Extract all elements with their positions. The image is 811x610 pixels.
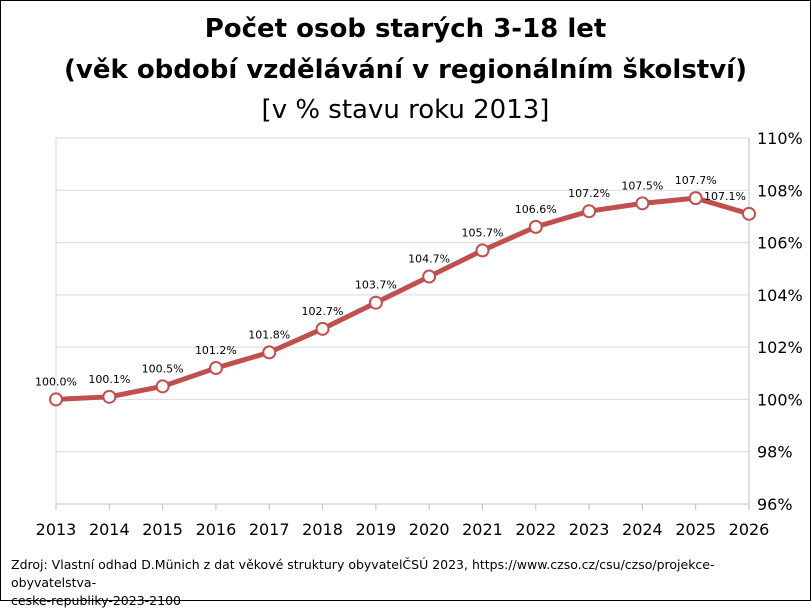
x-tick-label: 2013 [36, 520, 77, 539]
data-label: 105.7% [461, 226, 503, 239]
data-label: 106.6% [515, 203, 557, 216]
y-tick-labels: 96% 98% 100% 102% 104% 106% 108% 110% [757, 129, 803, 514]
data-point [208, 361, 223, 376]
data-point [102, 389, 117, 404]
data-point [475, 243, 490, 258]
data-point [688, 191, 703, 206]
source-line-2: ceske-republiky-2023-2100 [11, 593, 181, 608]
x-tick-label: 2020 [409, 520, 450, 539]
series-layer [49, 191, 756, 407]
data-point [155, 379, 170, 394]
x-tick-label: 2018 [302, 520, 343, 539]
gridlines [55, 137, 750, 505]
y-tick-label: 96% [757, 495, 793, 514]
data-label: 102.7% [302, 305, 344, 318]
data-point [528, 219, 543, 234]
data-label: 100.1% [88, 373, 130, 386]
data-point [635, 196, 650, 211]
y-tick-label: 98% [757, 443, 793, 462]
data-label: 100.5% [142, 362, 184, 375]
data-point [422, 269, 437, 284]
axes [55, 138, 750, 510]
source-note: Zdroj: Vlastní odhad D.Münich z dat věko… [11, 556, 791, 610]
x-tick-labels: 2013 2014 2015 2016 2017 2018 2019 2020 2021 2022… [36, 520, 770, 539]
data-label: 107.5% [621, 179, 663, 192]
x-tick-label: 2024 [622, 520, 663, 539]
data-point [582, 204, 597, 219]
source-line-1: Zdroj: Vlastní odhad D.Münich z dat věko… [11, 557, 715, 590]
y-tick-label: 102% [757, 338, 803, 357]
x-tick-label: 2021 [462, 520, 503, 539]
x-tick-label: 2019 [355, 520, 396, 539]
data-labels: 100.0% 100.1% 100.5% 101.2% 101.8% 102.7% 103.… [35, 174, 746, 388]
x-tick-label: 2023 [569, 520, 610, 539]
x-tick-label: 2016 [196, 520, 237, 539]
data-label: 101.2% [195, 344, 237, 357]
y-tick-label: 106% [757, 234, 803, 253]
data-label: 101.8% [248, 328, 290, 341]
y-tick-label: 104% [757, 286, 803, 305]
chart-subtitle: [v % stavu roku 2013] [261, 95, 550, 125]
data-label: 107.1% [704, 190, 746, 203]
data-label: 107.2% [568, 187, 610, 200]
y-tick-label: 100% [757, 390, 803, 409]
x-tick-label: 2026 [729, 520, 770, 539]
chart-title-line2: (věk období vzdělávání v regionálním ško… [64, 55, 747, 85]
data-point [262, 345, 277, 360]
x-tick-label: 2025 [675, 520, 716, 539]
data-label: 107.7% [675, 174, 717, 187]
line-chart: 96%98%100%102%104%106%108%110% 2013 2014 2… [35, 129, 803, 539]
series-line [53, 195, 752, 402]
data-label: 100.0% [35, 375, 77, 388]
data-label: 103.7% [355, 279, 397, 292]
data-label: 104.7% [408, 253, 450, 266]
data-point [49, 392, 63, 407]
x-tick-label: 2015 [142, 520, 183, 539]
x-tick-label: 2022 [515, 520, 556, 539]
data-point [315, 321, 330, 336]
x-tick-label: 2014 [89, 520, 130, 539]
data-point [742, 206, 756, 221]
y-tick-label: 110% [757, 129, 803, 148]
x-tick-label: 2017 [249, 520, 290, 539]
plot-area [55, 137, 750, 505]
chart-title-line1: Počet osob starých 3-18 let [204, 14, 607, 44]
data-point [368, 295, 383, 310]
y-tick-label: 108% [757, 181, 803, 200]
